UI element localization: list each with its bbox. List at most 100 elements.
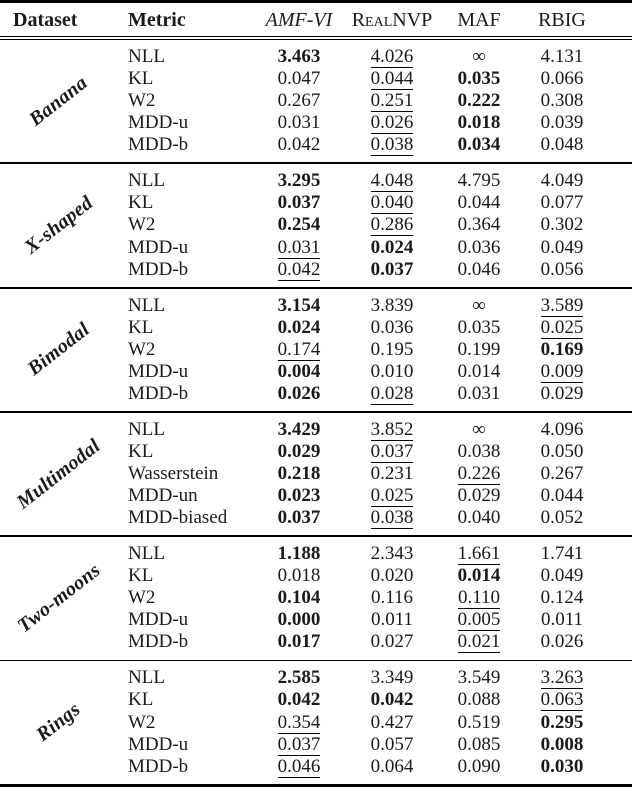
metric-label: MDD-u [128, 360, 189, 382]
metric-label: W2 [128, 338, 156, 360]
value-text: 0.195 [370, 338, 414, 360]
value-cell: 0.040 [440, 507, 518, 529]
value-cell: 0.199 [440, 339, 518, 361]
value-text: 1.741 [540, 543, 584, 565]
value-cell: 3.839 [344, 295, 440, 317]
metric-label: NLL [128, 418, 165, 440]
value-cell: 1.661 [440, 543, 518, 566]
value-text: 3.463 [277, 46, 321, 67]
value-text: 0.024 [277, 316, 321, 338]
value-cell: 4.049 [518, 170, 606, 192]
value-text: 0.036 [457, 236, 501, 258]
value-cell: 0.024 [344, 237, 440, 259]
value-text: 0.169 [540, 338, 584, 360]
value-cell: 0.008 [518, 734, 606, 756]
metric-label: KL [128, 316, 154, 338]
value-text: 0.014 [457, 565, 501, 587]
value-text: 0.035 [457, 316, 501, 338]
value-cell: 4.048 [344, 170, 440, 193]
value-text: 0.048 [540, 134, 584, 156]
value-cell: 0.066 [518, 68, 606, 90]
value-cell: 0.024 [254, 317, 344, 339]
value-cell: 0.000 [254, 609, 344, 631]
value-cell: 0.017 [254, 631, 344, 653]
table-header: Dataset Metric AMF-VI RealNVP MAF RBIG [0, 3, 632, 36]
metric-label: MDD-b [128, 258, 189, 280]
value-cell: 0.048 [518, 134, 606, 156]
value-cell: 4.131 [518, 46, 606, 68]
value-cell: ∞ [440, 46, 518, 68]
value-text: 3.154 [277, 294, 321, 316]
value-cell: 4.026 [344, 46, 440, 68]
value-cell: 0.026 [518, 631, 606, 653]
value-text: 0.057 [370, 733, 414, 755]
metric-label: NLL [128, 667, 165, 689]
value-text: 0.110 [457, 587, 501, 610]
value-text: 0.000 [277, 609, 321, 631]
metric-label: NLL [128, 46, 165, 67]
value-cell: 0.090 [440, 756, 518, 778]
value-cell: 0.077 [518, 192, 606, 214]
value-cell: 0.364 [440, 214, 518, 236]
value-text: 0.049 [540, 565, 584, 587]
section-divider-rule [0, 411, 632, 413]
value-cell: 0.050 [518, 441, 606, 463]
value-cell: 0.427 [344, 712, 440, 734]
metric-label: KL [128, 565, 154, 587]
value-text: 0.047 [277, 68, 321, 90]
value-text: 0.010 [370, 360, 414, 382]
column-header-dataset: Dataset [13, 8, 78, 31]
value-text: 0.064 [370, 755, 414, 777]
value-cell: 0.286 [344, 214, 440, 237]
value-cell: 0.037 [254, 507, 344, 529]
value-cell: 0.044 [344, 68, 440, 91]
value-cell: 0.251 [344, 90, 440, 113]
value-cell: 0.042 [254, 134, 344, 156]
value-text: 0.023 [277, 485, 321, 507]
value-cell: 3.463 [254, 46, 344, 68]
value-text: 0.011 [370, 609, 414, 631]
value-cell: 0.014 [440, 361, 518, 383]
value-cell: 3.429 [254, 419, 344, 441]
value-text: 3.589 [540, 294, 584, 317]
value-cell: 1.741 [518, 543, 606, 565]
dataset-cell: Two-moons [0, 543, 118, 653]
dataset-label: Banana [25, 71, 93, 131]
value-cell: 3.154 [254, 295, 344, 317]
value-cell: 3.263 [518, 667, 606, 690]
dataset-cell: Bimodal [0, 295, 118, 405]
value-text: 4.096 [540, 418, 584, 440]
value-text: 0.066 [540, 68, 584, 90]
value-text: 0.030 [540, 755, 584, 777]
column-header-realnvp: RealNVP [351, 8, 433, 31]
value-cell: ∞ [440, 295, 518, 317]
value-cell: 0.226 [440, 463, 518, 485]
value-cell: 0.040 [344, 192, 440, 215]
dataset-section-multimodal: Multimodal NLL 3.429 3.852 ∞ 4.096 KL 0.029 0.03… [0, 413, 632, 535]
value-text: 3.349 [370, 667, 414, 689]
value-text: 0.039 [540, 112, 584, 134]
value-text: ∞ [472, 294, 486, 316]
dataset-label: Rings [32, 698, 85, 747]
value-text: 0.004 [277, 360, 321, 382]
value-cell: 0.038 [440, 441, 518, 463]
value-cell: 0.004 [254, 361, 344, 383]
dataset-cell: X-shaped [0, 170, 118, 280]
dataset-label: Multimodal [12, 434, 105, 513]
value-text: 0.174 [277, 338, 321, 361]
value-text: 4.048 [370, 170, 414, 193]
value-text: 0.021 [457, 631, 501, 654]
value-cell: 0.025 [344, 485, 440, 508]
metric-label: MDD-b [128, 134, 189, 156]
value-cell: 3.852 [344, 419, 440, 441]
value-text: 0.026 [277, 382, 321, 404]
value-cell: 0.030 [518, 756, 606, 778]
value-text: 0.014 [457, 360, 501, 382]
section-divider-rule [0, 286, 632, 289]
metric-label: KL [128, 68, 154, 90]
value-cell: 0.064 [344, 756, 440, 778]
value-text: 0.008 [540, 733, 584, 755]
value-cell: 0.267 [254, 90, 344, 112]
value-cell: 0.011 [344, 609, 440, 631]
dataset-label: Bimodal [23, 318, 94, 381]
